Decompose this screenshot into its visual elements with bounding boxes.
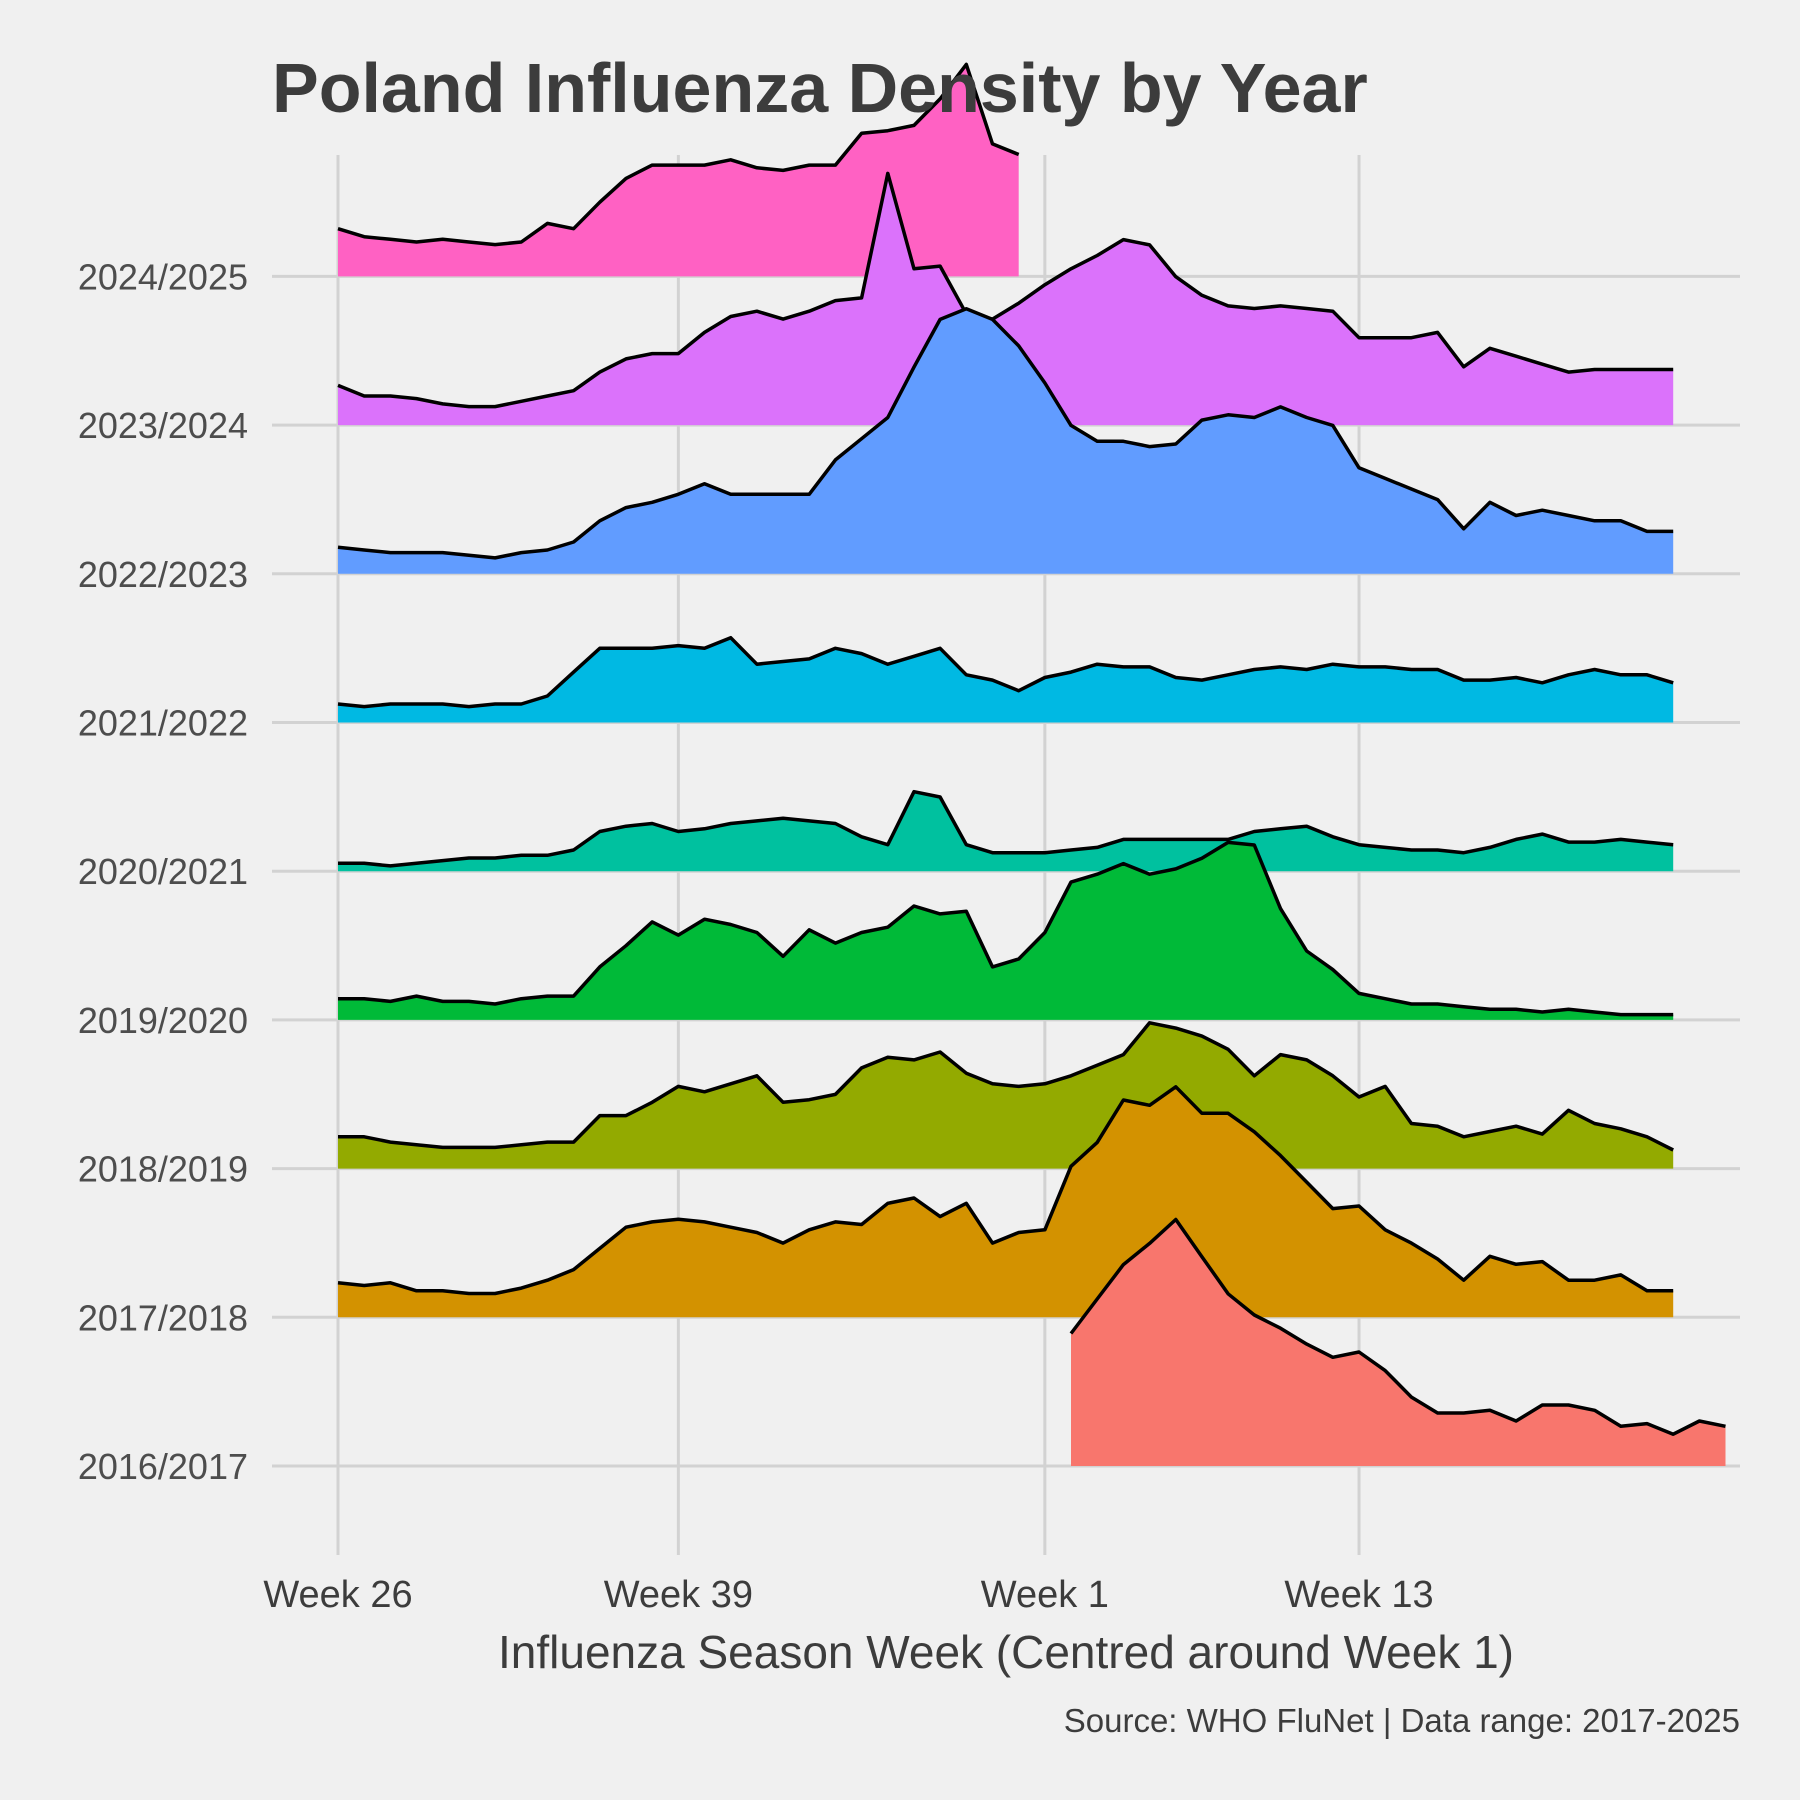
x-tick-label: Week 39 [604,1574,753,1616]
ridge-2017-2018 [337,1085,1674,1318]
y-tick-label: 2024/2025 [78,256,248,297]
ridge-area [1071,1219,1726,1466]
ridge-2019-2020 [338,840,1674,1020]
ridge-2023-2024 [337,171,1674,426]
y-tick-label: 2016/2017 [78,1446,248,1487]
ridge-2018-2019 [338,1021,1674,1169]
ridge-area [338,173,1674,426]
ridge-2016-2017 [1069,1217,1726,1466]
y-tick-label: 2022/2023 [78,554,248,595]
ridges [337,62,1726,1466]
ridge-outline [337,635,1674,709]
ridge-outline [337,1085,1674,1296]
y-tick-label: 2017/2018 [78,1297,248,1338]
y-tick-label: 2019/2020 [78,1000,248,1041]
x-tick-label: Week 1 [981,1574,1109,1616]
ridge-area [338,791,1674,872]
ridge-outline [337,62,1020,247]
y-tick-labels: 2016/2017 2017/2018 2018/2019 2019/2020 2020… [78,256,248,1487]
ridge-area [338,1086,1674,1318]
x-tick-labels: Week 26 Week 39 Week 1 Week 13 [263,1574,1433,1616]
y-tick-label: 2018/2019 [78,1149,248,1190]
x-tick-label: Week 26 [263,1574,412,1616]
ridge-outline [338,840,1674,1017]
ridge-2022-2023 [337,307,1674,574]
ridge-area [338,1022,1674,1169]
ridge-outline [337,171,1674,409]
x-axis-label: Influenza Season Week (Centred around We… [498,1626,1514,1678]
x-tick-label: Week 13 [1284,1574,1433,1616]
ridge-area [338,308,1674,574]
ridge-outline [338,789,1674,868]
ridge-outline [337,307,1674,560]
chart-title: Poland Influenza Density by Year [272,49,1368,127]
ridge-area [338,637,1674,723]
ridge-outline [338,1021,1674,1152]
ridge-2024-2025 [337,62,1020,277]
ridge-2021-2022 [337,635,1674,723]
ridge-area [338,842,1674,1020]
ridge-outline [1069,1217,1726,1436]
y-tick-label: 2021/2022 [78,703,248,744]
ridge-2020-2021 [338,789,1674,872]
ridge-area [338,64,1019,277]
caption: Source: WHO FluNet | Data range: 2017-20… [1064,1702,1740,1739]
y-tick-label: 2023/2024 [78,405,248,446]
y-tick-label: 2020/2021 [78,851,248,892]
